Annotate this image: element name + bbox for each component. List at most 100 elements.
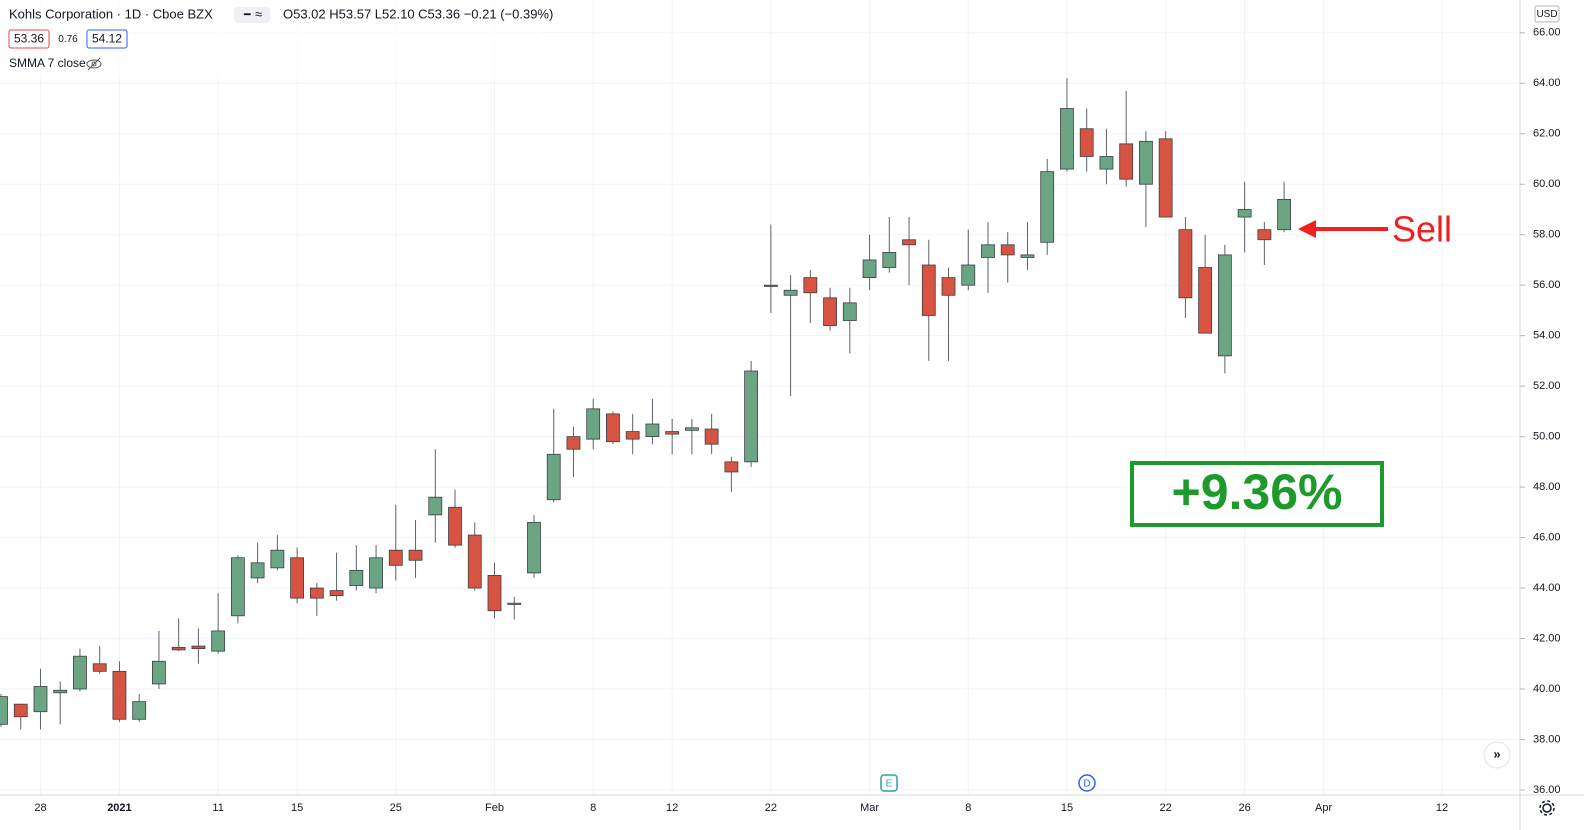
candle-body — [211, 630, 226, 652]
x-tick-label: 22 — [1160, 802, 1172, 814]
candle-body — [606, 413, 620, 443]
compare-icon: ━ — [243, 9, 251, 21]
candle-body — [803, 277, 818, 294]
earnings-label: E — [886, 779, 893, 790]
x-tick-label: 15 — [291, 802, 303, 814]
settings-button[interactable] — [1539, 800, 1555, 816]
y-tick-label: 52.00 — [1533, 380, 1561, 392]
candle-body — [724, 461, 739, 473]
candle-body — [1198, 267, 1213, 334]
x-tick-label: 8 — [590, 802, 596, 814]
candle-body — [448, 506, 462, 546]
dividend-marker[interactable] — [1078, 774, 1096, 792]
candle-body — [0, 696, 8, 725]
y-tick-label: 44.00 — [1533, 582, 1561, 594]
ohlc-values: O53.02 H53.57 L52.10 C53.36 −0.21 (−0.39… — [283, 6, 553, 21]
y-tick-label: 56.00 — [1533, 279, 1561, 291]
candles — [0, 78, 1291, 730]
candle-body — [467, 534, 482, 589]
candle-body — [191, 645, 206, 650]
candle-body — [1000, 244, 1015, 256]
candle-body — [566, 436, 581, 450]
candle-body — [369, 557, 383, 589]
candle-body — [1119, 143, 1134, 180]
scroll-right-button[interactable] — [1483, 741, 1511, 769]
x-tick-label: 11 — [212, 802, 223, 814]
bid-price: 53.36 — [14, 32, 44, 46]
currency-badge[interactable] — [1534, 5, 1560, 23]
candle-body — [961, 264, 976, 286]
candle-body — [507, 602, 522, 605]
candle-body — [1217, 254, 1232, 357]
candle-body — [1158, 138, 1173, 218]
candle-body — [1277, 198, 1291, 231]
candle-body — [704, 428, 719, 445]
y-tick-label: 38.00 — [1533, 733, 1561, 745]
x-tick-label: 12 — [1436, 802, 1448, 814]
y-tick-label: 46.00 — [1533, 531, 1561, 543]
y-tick-label: 58.00 — [1533, 229, 1561, 241]
candle-body — [1178, 229, 1193, 299]
candle-body — [685, 427, 699, 431]
candle-body — [902, 239, 916, 246]
candle-body — [1099, 156, 1114, 170]
return-label: +9.36% — [1172, 464, 1343, 520]
y-tick-label: 36.00 — [1533, 784, 1561, 796]
y-tick-label: 62.00 — [1533, 128, 1561, 140]
y-tick-label: 50.00 — [1533, 431, 1561, 443]
candle-body — [941, 277, 956, 296]
compare-button[interactable] — [234, 7, 270, 23]
x-tick-label: 25 — [390, 802, 402, 814]
candle-body — [73, 655, 87, 690]
indicator-label[interactable]: SMMA 7 close — [9, 56, 86, 70]
candle-body — [250, 562, 265, 579]
candle-body — [388, 549, 403, 566]
y-tick-label: 42.00 — [1533, 632, 1561, 644]
hide-icon[interactable] — [86, 57, 102, 71]
candle-body — [645, 423, 660, 438]
candle-body — [132, 701, 147, 720]
symbol-title[interactable]: Kohls Corporation · 1D · Cboe BZX — [9, 6, 213, 21]
candle-body — [981, 244, 995, 258]
candle-body — [329, 590, 344, 597]
candle-body — [112, 670, 127, 720]
candle-body — [546, 453, 561, 501]
candle-body — [408, 549, 423, 561]
candle-body — [309, 587, 324, 599]
y-tick-label: 48.00 — [1533, 481, 1561, 493]
candle-body — [763, 284, 778, 287]
candle-body — [1060, 108, 1074, 170]
x-tick-label: Feb — [485, 802, 504, 814]
candle-body — [270, 549, 285, 569]
candle-body — [53, 689, 68, 694]
candle-body — [783, 289, 798, 296]
candle-body — [349, 569, 364, 586]
x-tick-label: Mar — [860, 802, 879, 814]
x-tick-label: 22 — [765, 802, 777, 814]
sell-arrow-head — [1298, 220, 1316, 238]
candle-body — [862, 259, 877, 279]
candle-body — [290, 557, 305, 599]
candle-body — [230, 557, 245, 617]
candle-body — [842, 302, 857, 321]
bid-badge — [8, 29, 50, 49]
earnings-marker[interactable] — [880, 774, 898, 792]
dividend-label: D — [1083, 779, 1090, 790]
candle-body — [823, 297, 837, 326]
candle-body — [625, 431, 640, 440]
candle-body — [487, 575, 502, 612]
sell-label: Sell — [1392, 209, 1452, 250]
x-tick-label: 8 — [965, 802, 971, 814]
candle-body — [428, 496, 443, 516]
ask-badge — [86, 29, 128, 49]
candle-body — [171, 646, 186, 651]
x-tick-label: 12 — [666, 802, 678, 814]
compare-icon: ≈ — [255, 6, 262, 21]
ask-price: 54.12 — [92, 32, 122, 46]
candle-body — [92, 663, 107, 672]
candle-body — [921, 264, 936, 316]
return-box — [1130, 461, 1384, 527]
